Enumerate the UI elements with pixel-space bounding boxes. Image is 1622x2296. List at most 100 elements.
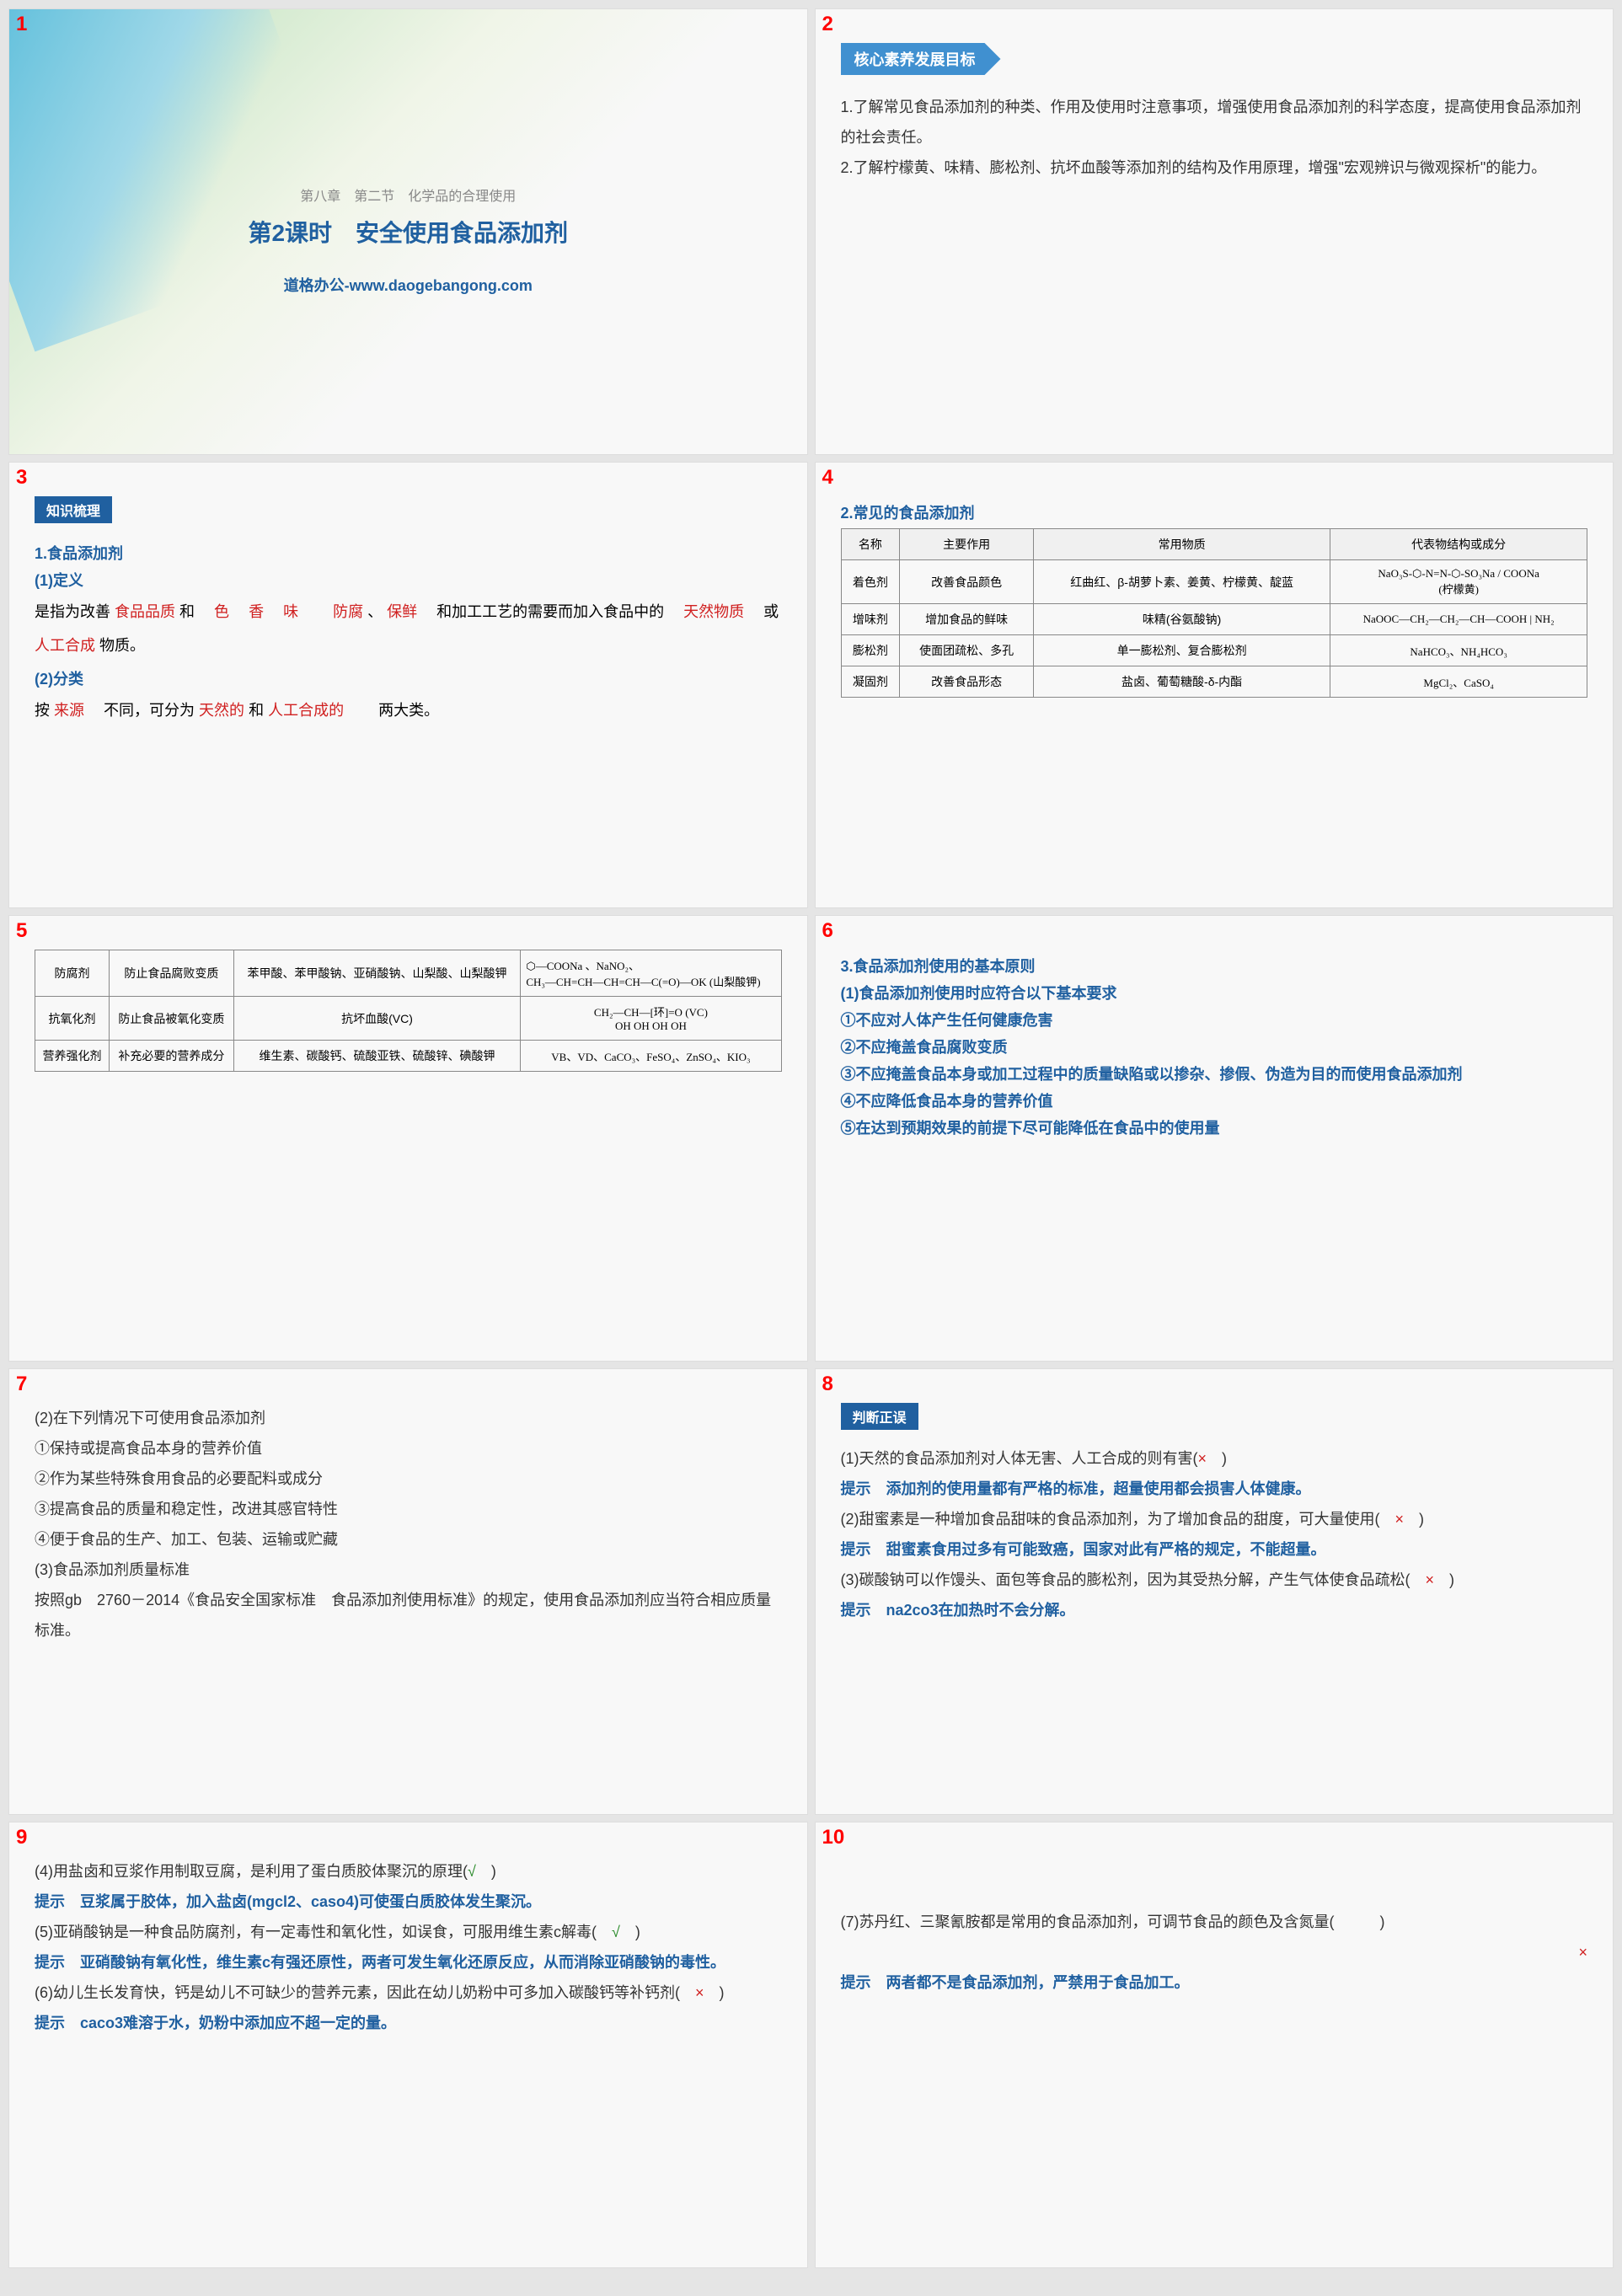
question-text: (6)幼儿生长发育快，钙是幼儿不可缺少的营养元素，因此在幼儿奶粉中可多加入碳酸钙… — [35, 1984, 695, 2001]
slide-1-title: 1 第八章 第二节 化学品的合理使用 第2课时 安全使用食品添加剂 道格办公-w… — [8, 8, 808, 455]
line: 按照gb 2760－2014《食品安全国家标准 食品添加剂使用标准》的规定，使用… — [35, 1585, 782, 1646]
cell: 防止食品腐败变质 — [110, 950, 234, 997]
hint: 提示 甜蜜素食用过多有可能致癌，国家对此有严格的规定，不能超量。 — [841, 1534, 1588, 1565]
cell-formula: NaHCO₃、NH₄HCO₃ — [1330, 635, 1587, 666]
mark-wrong: × — [1198, 1450, 1207, 1467]
hint: 提示 两者都不是食品添加剂，严禁用于食品加工。 — [841, 1967, 1588, 1998]
line: ④便于食品的生产、加工、包装、运输或贮藏 — [35, 1524, 782, 1555]
slide-number: 7 — [16, 1373, 27, 1396]
cell: 抗坏血酸(VC) — [233, 997, 521, 1041]
col-effect: 主要作用 — [900, 529, 1034, 560]
def-text: 是指为改善 — [35, 603, 110, 620]
hint: 提示 添加剂的使用量都有严格的标准，超量使用都会损害人体健康。 — [841, 1474, 1588, 1504]
cls-key: 人工合成的 — [268, 702, 344, 719]
quiz-item: (5)亚硝酸钠是一种食品防腐剂，有一定毒性和氧化性，如误食，可服用维生素c解毒(… — [35, 1917, 782, 1947]
cls-key: 来源 — [54, 702, 84, 719]
quiz-item: (3)碳酸钠可以作馒头、面包等食品的膨松剂，因为其受热分解，产生气体使食品疏松(… — [841, 1565, 1588, 1595]
cell: 抗氧化剂 — [35, 997, 110, 1041]
table-row: 抗氧化剂 防止食品被氧化变质 抗坏血酸(VC) CH₂—CH—[环]=O (VC… — [35, 997, 782, 1041]
slide-2-goals: 2 核心素养发展目标 1.了解常见食品添加剂的种类、作用及使用时注意事项，增强使… — [815, 8, 1614, 455]
chapter-subtitle: 第八章 第二节 化学品的合理使用 — [300, 185, 516, 205]
cell-formula: MgCl₂、CaSO₄ — [1330, 666, 1587, 698]
col-name: 名称 — [841, 529, 900, 560]
mark-wrong: × — [695, 1984, 704, 2001]
slide-number: 5 — [16, 919, 27, 943]
principle-title: 3.食品添加剂使用的基本原则 — [841, 955, 1588, 977]
cell: 改善食品颜色 — [900, 560, 1034, 604]
principle-item: ④不应降低食品本身的营养价值 — [841, 1089, 1588, 1111]
formula-text: NaO₃S-⬡-N=N-⬡-SO₃Na / COONa — [1378, 567, 1539, 580]
def-key: 防腐 — [333, 603, 363, 620]
cell-formula: CH₂—CH—[环]=O (VC) OH OH OH OH — [521, 997, 781, 1041]
header-tag: 核心素养发展目标 — [841, 43, 1001, 75]
col-substance: 常用物质 — [1033, 529, 1330, 560]
line: (3)食品添加剂质量标准 — [35, 1555, 782, 1585]
quiz-item: (7)苏丹红、三聚氰胺都是常用的食品添加剂，可调节食品的颜色及含氮量( ) — [841, 1907, 1588, 1937]
cls-text: 和 — [249, 702, 264, 719]
question-text: (2)甜蜜素是一种增加食品甜味的食品添加剂，为了增加食品的甜度，可大量使用( — [841, 1511, 1395, 1528]
def-key: 保鲜 — [387, 603, 417, 620]
goal-2: 2.了解柠檬黄、味精、膨松剂、抗坏血酸等添加剂的结构及作用原理，增强"宏观辨识与… — [841, 153, 1588, 183]
cell: 红曲红、β-胡萝卜素、姜黄、柠檬黄、靛蓝 — [1033, 560, 1330, 604]
quiz-item: (6)幼儿生长发育快，钙是幼儿不可缺少的营养元素，因此在幼儿奶粉中可多加入碳酸钙… — [35, 1978, 782, 2008]
cell-formula: ⬡—COONa 、NaNO₂、 CH₃—CH=CH—CH=CH—C(=O)—OK… — [521, 950, 781, 997]
line: ②作为某些特殊食用食品的必要配料或成分 — [35, 1464, 782, 1494]
cell: 凝固剂 — [841, 666, 900, 698]
cell: 营养强化剂 — [35, 1041, 110, 1072]
cls-key: 天然的 — [199, 702, 244, 719]
slide-number: 8 — [822, 1373, 833, 1396]
cls-text: 两大类。 — [378, 702, 439, 719]
principle-sub: (1)食品添加剂使用时应符合以下基本要求 — [841, 982, 1588, 1003]
cls-text: 按 — [35, 702, 50, 719]
slide-number: 10 — [822, 1826, 845, 1849]
cell: 膨松剂 — [841, 635, 900, 666]
slide-number: 9 — [16, 1826, 27, 1849]
slide-3-knowledge: 3 知识梳理 1.食品添加剂 (1)定义 是指为改善 食品品质 和 色 香 味 … — [8, 462, 808, 908]
topic-1: 1.食品添加剂 — [35, 542, 782, 564]
line: (2)在下列情况下可使用食品添加剂 — [35, 1403, 782, 1433]
principle-item: ①不应对人体产生任何健康危害 — [841, 1009, 1588, 1030]
cell: 防腐剂 — [35, 950, 110, 997]
slide-number: 2 — [822, 13, 833, 36]
question-text: (4)用盐卤和豆浆作用制取豆腐，是利用了蛋白质胶体聚沉的原理( — [35, 1863, 468, 1880]
table-row: 凝固剂 改善食品形态 盐卤、葡萄糖酸-δ-内酯 MgCl₂、CaSO₄ — [841, 666, 1587, 698]
def-key: 人工合成 — [35, 637, 95, 654]
def-text: 物质。 — [99, 637, 145, 654]
cell: 增味剂 — [841, 604, 900, 635]
def-key: 天然物质 — [683, 603, 744, 620]
cell-formula: VB、VD、CaCO₃、FeSO₄、ZnSO₄、KIO₃ — [521, 1041, 781, 1072]
cell: 维生素、碳酸钙、硫酸亚铁、硫酸锌、碘酸钾 — [233, 1041, 521, 1072]
slide-4-table: 4 2.常见的食品添加剂 名称 主要作用 常用物质 代表物结构或成分 着色剂 改… — [815, 462, 1614, 908]
principle-item: ②不应掩盖食品腐败变质 — [841, 1036, 1588, 1057]
cell: 补充必要的营养成分 — [110, 1041, 234, 1072]
cell: 盐卤、葡萄糖酸-δ-内酯 — [1033, 666, 1330, 698]
slide-7-cases: 7 (2)在下列情况下可使用食品添加剂 ①保持或提高食品本身的营养价值 ②作为某… — [8, 1368, 808, 1815]
mark-wrong: × — [841, 1937, 1588, 1967]
cell: 防止食品被氧化变质 — [110, 997, 234, 1041]
question-tail: ) — [476, 1863, 496, 1880]
principle-item: ③不应掩盖食品本身或加工过程中的质量缺陷或以掺杂、掺假、伪造为目的而使用食品添加… — [841, 1062, 1588, 1084]
question-tail: ) — [1434, 1571, 1454, 1588]
def-key: 食品品质 — [115, 603, 175, 620]
cell: 单一膨松剂、复合膨松剂 — [1033, 635, 1330, 666]
topic-1-2: (2)分类 — [35, 667, 782, 689]
hint: 提示 亚硝酸钠有氧化性，维生素c有强还原性，两者可发生氧化还原反应，从而消除亚硝… — [35, 1947, 782, 1978]
hint: 提示 豆浆属于胶体，加入盐卤(mgcl2、caso4)可使蛋白质胶体发生聚沉。 — [35, 1887, 782, 1917]
cell: 改善食品形态 — [900, 666, 1034, 698]
slide-5-table: 5 防腐剂 防止食品腐败变质 苯甲酸、苯甲酸钠、亚硝酸钠、山梨酸、山梨酸钾 ⬡—… — [8, 915, 808, 1362]
table-title: 2.常见的食品添加剂 — [841, 501, 1588, 523]
question-tail: ) — [620, 1924, 640, 1940]
cell: 使面团疏松、多孔 — [900, 635, 1034, 666]
def-key: 香 — [249, 603, 264, 620]
cell-formula: NaO₃S-⬡-N=N-⬡-SO₃Na / COONa(柠檬黄) — [1330, 560, 1587, 604]
slide-number: 4 — [822, 466, 833, 490]
cell: 苯甲酸、苯甲酸钠、亚硝酸钠、山梨酸、山梨酸钾 — [233, 950, 521, 997]
table-row: 着色剂 改善食品颜色 红曲红、β-胡萝卜素、姜黄、柠檬黄、靛蓝 NaO₃S-⬡-… — [841, 560, 1587, 604]
mark-wrong: × — [1426, 1571, 1435, 1588]
slide-6-principles: 6 3.食品添加剂使用的基本原则 (1)食品添加剂使用时应符合以下基本要求 ①不… — [815, 915, 1614, 1362]
def-text: 和 — [179, 603, 195, 620]
col-structure: 代表物结构或成分 — [1330, 529, 1587, 560]
lesson-title: 第2课时 安全使用食品添加剂 — [248, 215, 568, 249]
table-row: 营养强化剂 补充必要的营养成分 维生素、碳酸钙、硫酸亚铁、硫酸锌、碘酸钾 VB、… — [35, 1041, 782, 1072]
quiz-item: (2)甜蜜素是一种增加食品甜味的食品添加剂，为了增加食品的甜度，可大量使用( ×… — [841, 1504, 1588, 1534]
